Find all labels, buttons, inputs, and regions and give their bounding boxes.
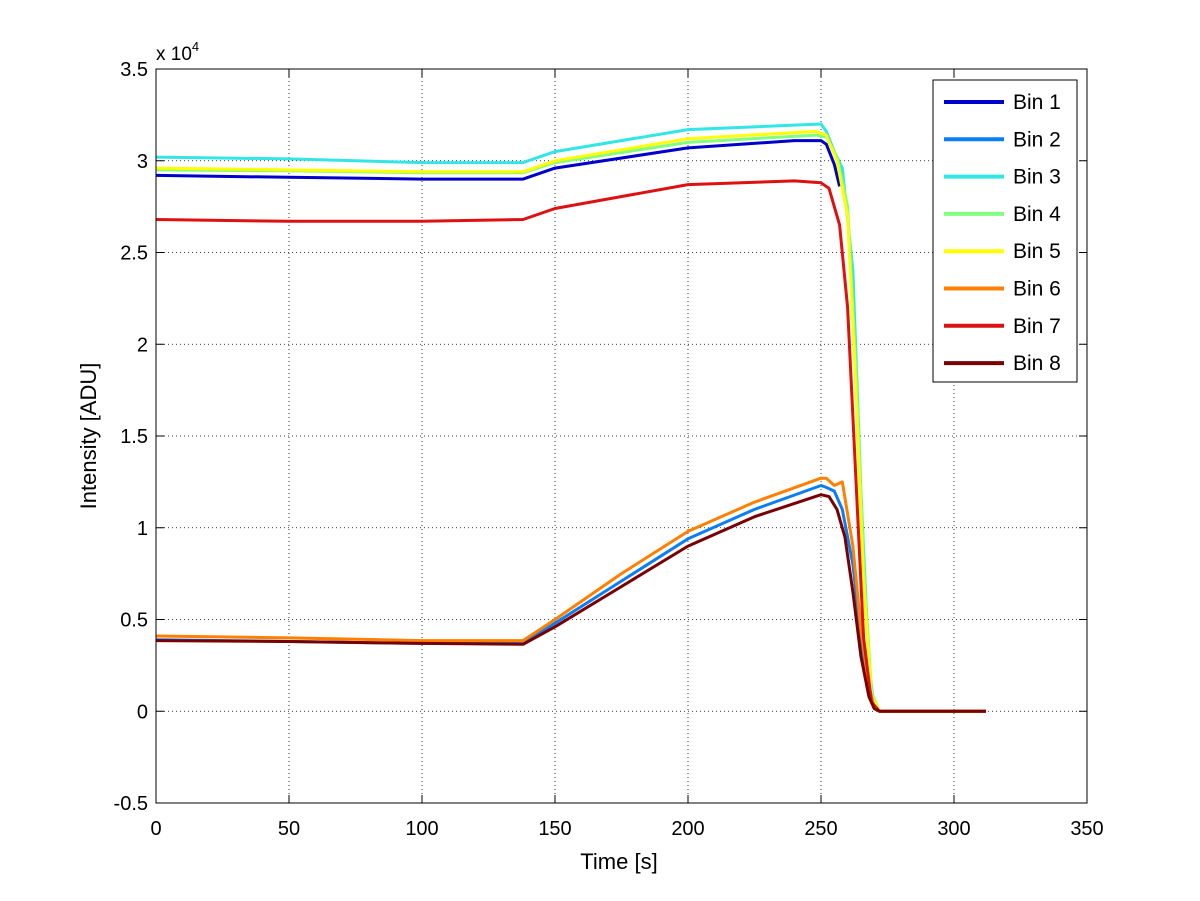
x-tick-label: 300	[937, 818, 970, 840]
y-tick-label: 3.5	[120, 59, 148, 81]
legend-label-bin-2: Bin 2	[1013, 128, 1061, 151]
y-tick-label: 0.5	[120, 610, 148, 632]
y-axis-label: Intensity [ADU]	[76, 363, 101, 510]
axis-ticks: 0 50 100 150 200 250 300 350-0.500.511.522.533.…	[114, 59, 1104, 840]
x-tick-label: 150	[538, 818, 571, 840]
y-tick-label: 1	[137, 518, 148, 540]
plot-area	[156, 69, 1087, 803]
series-line-bin-8	[155, 493, 986, 713]
series-line-bin-1	[155, 139, 842, 187]
y-scale-factor: x 104	[156, 39, 199, 65]
y-tick-label: 3	[137, 151, 148, 173]
x-tick-label: 50	[278, 818, 300, 840]
x-tick-label: 350	[1070, 818, 1103, 840]
y-tick-label: -0.5	[114, 793, 148, 815]
y-tick-label: 2	[137, 334, 148, 356]
legend-label-bin-7: Bin 7	[1013, 315, 1061, 338]
x-tick-label: 250	[804, 818, 837, 840]
y-tick-label: 2.5	[120, 243, 148, 265]
legend-label-bin-1: Bin 1	[1013, 91, 1061, 114]
legend-label-bin-3: Bin 3	[1013, 166, 1061, 189]
y-tick-label: 0	[137, 701, 148, 723]
legend: Bin 1 Bin 2 Bin 3 Bin 4 Bin 5 Bin 6 Bin 7 Bin 8	[932, 79, 1078, 383]
x-tick-label: 100	[405, 818, 438, 840]
x-tick-label: 200	[671, 818, 704, 840]
x-tick-label: 0	[150, 818, 161, 840]
y-tick-label: 1.5	[120, 426, 148, 448]
y-scale-label: x 10	[156, 44, 192, 65]
series-lines	[155, 122, 986, 713]
legend-label-bin-8: Bin 8	[1013, 352, 1061, 375]
legend-label-bin-4: Bin 4	[1013, 203, 1061, 226]
legend-box	[932, 79, 1078, 383]
x-axis-label: Time [s]	[580, 849, 657, 874]
legend-label-bin-6: Bin 6	[1013, 278, 1061, 301]
y-scale-exponent: 4	[192, 39, 199, 54]
legend-label-bin-5: Bin 5	[1013, 240, 1061, 263]
series-line-bin-5	[155, 129, 986, 713]
